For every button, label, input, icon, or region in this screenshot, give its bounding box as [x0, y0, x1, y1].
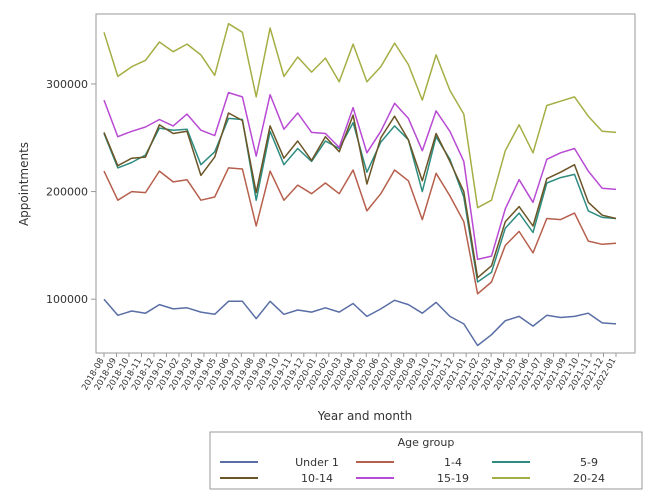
legend-label: 1-4	[444, 456, 462, 469]
x-axis: 2018-082018-092018-102018-112018-122019-…	[80, 353, 619, 392]
legend-label: 15-19	[437, 472, 469, 485]
y-tick-label: 100000	[46, 293, 88, 306]
series-line-1	[103, 167, 617, 295]
x-axis-label: Year and month	[317, 409, 413, 423]
y-tick-label: 300000	[46, 78, 88, 91]
legend-label: Under 1	[295, 456, 339, 469]
legend-items: Under 1 1-4 5-9 10-14 15-19 20-24	[220, 456, 605, 485]
series-line-4	[103, 91, 617, 261]
legend-label: 10-14	[301, 472, 333, 485]
legend-label: 5-9	[580, 456, 598, 469]
plot-frame	[95, 13, 636, 354]
series-line-5	[103, 22, 617, 209]
series-lines	[103, 22, 617, 347]
legend-box	[209, 431, 643, 490]
y-tick-label: 200000	[46, 186, 88, 199]
y-axis: 100000 200000 300000	[46, 78, 96, 306]
y-axis-label: Appointments	[17, 142, 31, 226]
legend: Age group Under 1 1-4 5-9 10-14 15-19 20-24	[209, 431, 643, 490]
series-line-0	[103, 298, 617, 347]
legend-label: 20-24	[573, 472, 605, 485]
series-line-3	[103, 112, 617, 279]
legend-title: Age group	[398, 436, 455, 449]
